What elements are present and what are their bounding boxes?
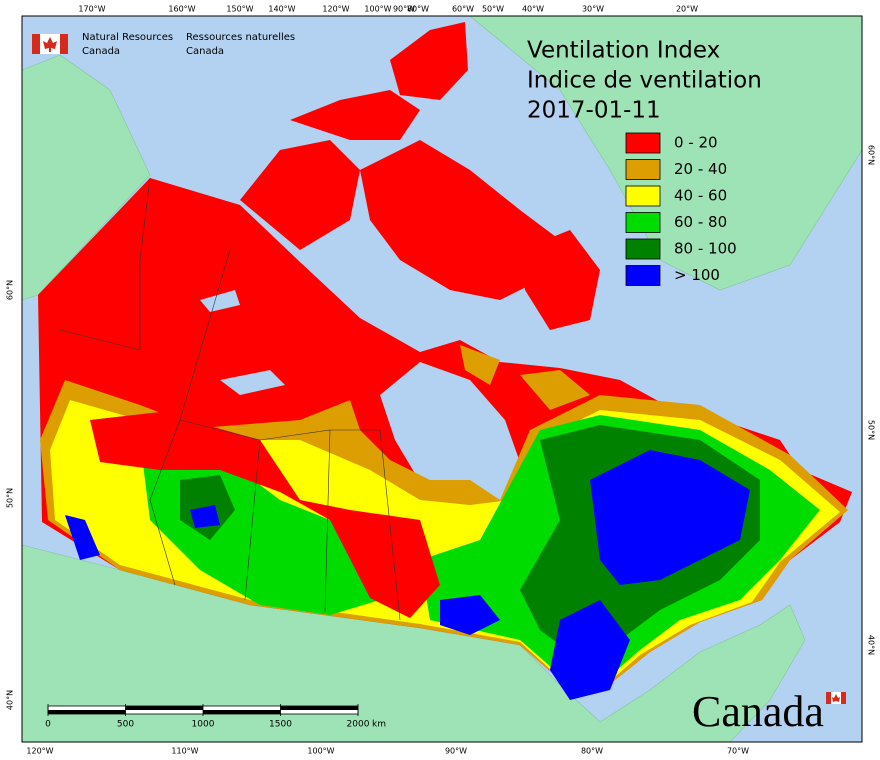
legend-swatch bbox=[625, 132, 661, 154]
scale-label: 1500 bbox=[269, 720, 292, 730]
graticule-label: 40°N bbox=[867, 635, 876, 655]
frame bbox=[21, 15, 863, 743]
graticule-label: 110°W bbox=[171, 747, 198, 756]
scale-label: 2000 bbox=[347, 720, 370, 730]
graticule-label: 150°W bbox=[226, 5, 253, 14]
agency-fr: Ressources naturelles bbox=[186, 32, 295, 43]
scale-label: 1000 bbox=[192, 720, 215, 730]
island bbox=[520, 230, 600, 330]
flag-bar bbox=[841, 692, 846, 704]
graticule-label: 100°W bbox=[364, 5, 391, 14]
graticule-label: 50°N bbox=[867, 420, 876, 440]
island bbox=[390, 22, 468, 100]
flag-bar bbox=[826, 692, 831, 704]
foreign-land bbox=[21, 15, 863, 743]
wordmark-flag bbox=[826, 692, 846, 704]
agency-en: Canada bbox=[82, 46, 120, 57]
flag-bar bbox=[60, 34, 68, 54]
graticule-label: 40°N bbox=[6, 690, 15, 710]
graticule-label: 120°W bbox=[26, 747, 53, 756]
border bbox=[149, 249, 231, 586]
scale-segment bbox=[48, 710, 126, 714]
scale-label: 500 bbox=[117, 720, 134, 730]
legend-label: 0 - 20 bbox=[674, 134, 718, 152]
agency-flag bbox=[32, 34, 68, 54]
island bbox=[290, 90, 420, 140]
graticule-label: 90°W bbox=[393, 5, 415, 14]
graticule-label: 140°W bbox=[268, 5, 295, 14]
maple-leaf bbox=[43, 37, 57, 52]
legend-label: > 100 bbox=[674, 266, 720, 284]
zone-over-100 bbox=[65, 515, 100, 560]
legend-swatch bbox=[625, 159, 661, 180]
graticule-label: 100°W bbox=[307, 747, 334, 756]
island bbox=[240, 140, 360, 250]
legend-swatch bbox=[625, 212, 661, 233]
zone-over-100 bbox=[440, 595, 500, 635]
graticule-label: 60°W bbox=[452, 5, 474, 14]
maple-leaf bbox=[832, 694, 840, 702]
legend-label: 40 - 60 bbox=[674, 187, 727, 205]
scale-label: 0 bbox=[45, 720, 51, 730]
legend-swatch bbox=[625, 185, 661, 207]
island bbox=[160, 200, 195, 212]
legend-label: 20 - 40 bbox=[674, 160, 727, 178]
subtitle: Indice de ventilation bbox=[527, 68, 762, 94]
scale-segment bbox=[125, 706, 203, 710]
zone-over-100 bbox=[550, 600, 630, 700]
graticule-label: 70°W bbox=[727, 747, 749, 756]
graticule-label: 170°W bbox=[78, 5, 105, 14]
scale-segment bbox=[280, 706, 358, 710]
legend-swatch bbox=[625, 238, 661, 260]
graticule-label: 30°W bbox=[582, 5, 604, 14]
wordmark: Canada bbox=[692, 687, 824, 736]
legend-label: 60 - 80 bbox=[674, 213, 727, 231]
flag-bar bbox=[32, 34, 40, 54]
zone-20-40 bbox=[460, 345, 500, 385]
graticule-label: 40°W bbox=[522, 5, 544, 14]
graticule-label: 80°W bbox=[581, 747, 603, 756]
graticule-label: 120°W bbox=[322, 5, 349, 14]
graticule-label: 60°N bbox=[6, 280, 15, 300]
border bbox=[330, 429, 401, 621]
zone-20-40 bbox=[520, 370, 590, 410]
graticule-label: 50°N bbox=[6, 488, 15, 508]
scale-segment bbox=[203, 710, 281, 714]
graticule-label: 160°W bbox=[168, 5, 195, 14]
graticule-label: 20°W bbox=[676, 5, 698, 14]
border bbox=[139, 177, 151, 350]
title: Ventilation Index bbox=[527, 38, 720, 64]
agency-fr: Canada bbox=[186, 46, 224, 57]
graticule-label: 80°W bbox=[407, 5, 429, 14]
graticule-label: 90°W bbox=[445, 747, 467, 756]
lake bbox=[220, 370, 285, 395]
graticule-label: 50°W bbox=[482, 5, 504, 14]
scale-unit: km bbox=[372, 720, 386, 730]
graticule-label: 60°N bbox=[867, 145, 876, 165]
border bbox=[59, 329, 141, 351]
lake bbox=[200, 290, 240, 312]
zone-over-100 bbox=[590, 450, 750, 585]
zone-0-20 bbox=[90, 412, 440, 618]
legend-swatch bbox=[625, 265, 661, 286]
borders bbox=[59, 177, 401, 621]
date: 2017-01-11 bbox=[527, 98, 661, 124]
agency-en: Natural Resources bbox=[82, 32, 173, 43]
legend-label: 80 - 100 bbox=[674, 240, 737, 258]
zone-over-100 bbox=[190, 505, 220, 528]
island bbox=[360, 140, 560, 300]
